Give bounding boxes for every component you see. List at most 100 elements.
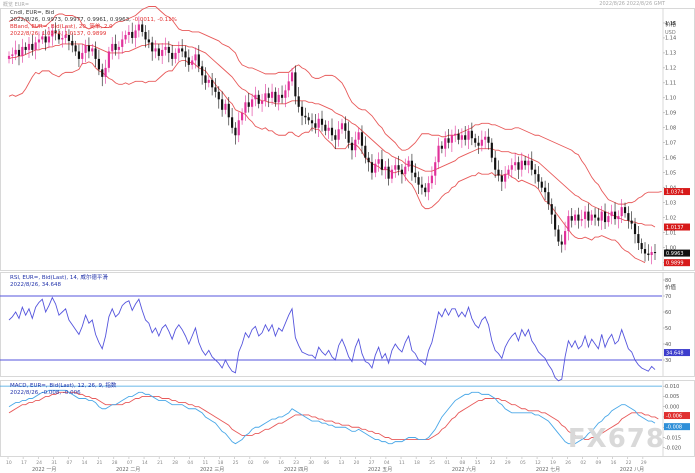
watermark: FX678 [567,424,665,454]
candle-body [147,39,150,43]
candle-body [507,169,510,175]
candle-body [560,241,563,245]
candle-body [583,211,587,220]
candle-body [417,177,420,185]
x-day-tick-label: 02 [248,460,254,466]
candle-body [241,112,244,121]
x-day-tick-label: 18 [414,460,420,466]
candle-body [337,129,340,140]
x-month-label: 2022 一月 [32,467,56,473]
candle-body [340,123,344,130]
rsi-axis-title: 价值 [665,283,677,291]
candle-body [41,36,44,40]
candle-body [490,142,493,158]
candle-body [653,252,657,254]
x-day-tick-label: 14 [82,460,88,466]
x-day-tick-label: 11 [399,460,405,466]
price-legend: Cndl, EUR=, Bid 2022/8/26, 0.9973, 0.997… [10,10,177,38]
candle-body [187,57,190,65]
x-day-tick-label: 21 [97,460,103,466]
candle-body [67,34,71,41]
candle-body [587,211,590,221]
candle-body [277,94,280,103]
top-bar: 概览 EUR= 2022/8/26 2022/8/26 GMT [0,0,695,8]
candle-body [87,45,90,52]
x-day-tick-label: 11 [203,460,209,466]
x-day-tick-label: 30 [308,460,314,466]
last-price-label-bg [664,249,690,257]
candle-body [111,43,114,52]
candle-body [117,46,120,50]
candle-body [21,46,24,56]
candle-body [390,169,394,179]
candle-body [7,55,11,59]
candle-body [613,211,617,220]
rsi-header-1: RSI, EUR=, Bid(Last), 14, 威尔德平滑 [10,275,108,281]
bband-lower-line [8,59,646,264]
price-header-2-values: 2022/8/26, 0.9973, 0.9977, 0.9961, 0.996… [10,17,131,23]
candle-body [524,160,527,166]
candle-body [290,72,294,82]
candle-body [14,49,17,55]
x-day-tick-label: 22 [626,460,632,466]
candle-body [557,229,560,242]
macd-y-tick-label: -0.015 [665,435,681,441]
bband-upper-label-bg [664,188,690,196]
panel-frame-price [0,8,695,271]
candle-body [544,187,547,193]
candle-body [274,91,277,103]
candle-body [384,166,387,170]
candle-body [320,118,324,125]
rsi-y-tick-label: 80 [665,278,671,284]
candle-body [324,124,327,131]
candle-body [37,39,41,43]
x-day-tick-label: 28 [172,460,178,466]
candle-body [151,42,154,52]
candle-body [570,216,573,221]
macd-y-tick-label: 0.010 [665,384,679,390]
bband-middle-label: 1.0137 [666,225,684,231]
candle-body [597,217,600,221]
price-y-tick-label: 1.00 [665,245,676,251]
x-month-label: 2022 四月 [284,467,308,473]
candle-body [547,192,550,205]
price-y-tick-label: 1.07 [665,141,676,147]
candle-body [171,52,174,59]
candle-body [224,103,227,110]
candle-body [17,49,21,56]
candle-body [330,127,334,136]
candle-body [410,160,413,173]
candle-body [554,214,557,230]
candle-body [141,24,144,32]
candle-body [500,175,503,182]
candle-body [647,253,650,256]
candle-body [294,72,297,97]
candle-body [327,127,330,131]
candle-body [54,30,57,34]
candle-body [487,136,490,143]
candle-body [550,204,553,215]
price-y-tick-label: 1.05 [665,170,676,176]
candle-body [440,145,443,149]
candle-body [380,159,384,170]
x-day-tick-label: 20 [354,460,360,466]
candle-body [157,48,160,56]
candle-body [424,187,427,193]
top-right-header: 2022/8/26 2022/8/26 GMT [599,1,665,7]
x-day-tick-label: 29 [505,460,511,466]
candle-body [317,118,320,128]
macd-header-2: 2022/8/26, -0.008, -0.006 [10,390,81,396]
candle-body [494,157,497,170]
candle-body [44,36,47,43]
candle-body [94,48,97,59]
candle-body [527,160,530,166]
candle-body [310,120,314,124]
candle-body [81,52,84,59]
x-day-tick-label: 09 [263,460,269,466]
candle-body [650,252,653,256]
price-y-tick-label: 1.15 [665,21,676,27]
x-day-tick-label: 22 [490,460,496,466]
price-y-tick-label: 1.13 [665,51,676,57]
x-day-tick-label: 12 [535,460,541,466]
candle-body [420,184,423,188]
